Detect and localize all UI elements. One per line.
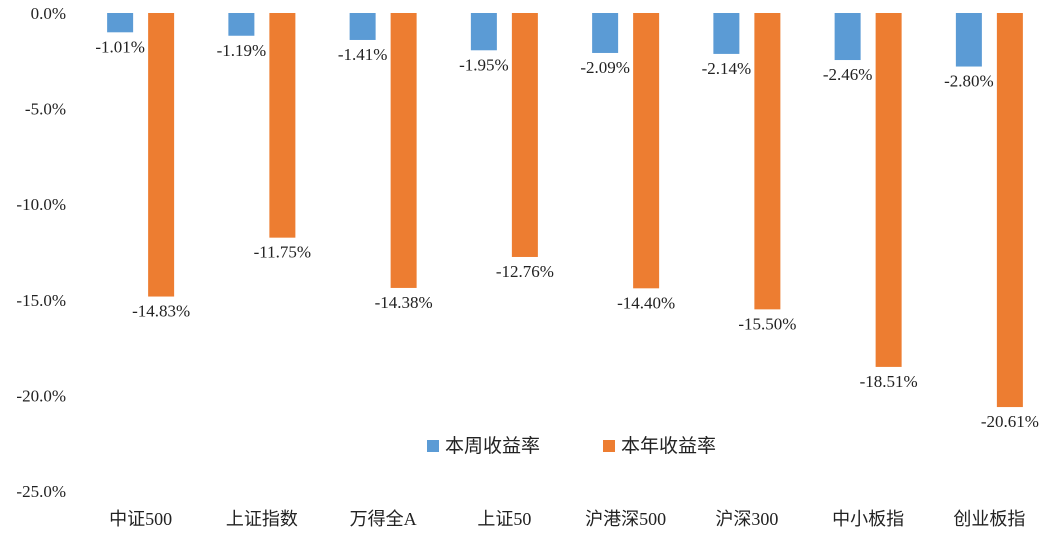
data-label: -2.80%	[944, 72, 994, 91]
data-label: -1.19%	[217, 41, 267, 60]
x-category-label: 万得全A	[350, 509, 417, 529]
bar-ytd-return	[148, 13, 175, 297]
x-category-label: 中小板指	[832, 509, 904, 529]
data-label: -1.95%	[459, 55, 509, 74]
bar-ytd-return	[996, 13, 1023, 408]
data-label: -12.76%	[496, 262, 554, 281]
y-tick-label: -20.0%	[16, 386, 66, 405]
y-tick-label: -5.0%	[25, 100, 66, 119]
bar-weekly-return	[470, 13, 497, 51]
legend-label: 本年收益率	[621, 435, 716, 457]
data-label: -2.14%	[702, 59, 752, 78]
x-category-label: 上证50	[477, 509, 531, 529]
data-label: -1.41%	[338, 45, 388, 64]
bar-weekly-return	[713, 13, 740, 54]
bar-weekly-return	[592, 13, 619, 53]
y-tick-label: -10.0%	[16, 195, 66, 214]
bars-layer	[107, 13, 1023, 408]
x-category-label: 沪深300	[715, 509, 778, 529]
data-label: -15.50%	[738, 314, 796, 333]
data-label: -14.83%	[132, 302, 190, 321]
legend-label: 本周收益率	[445, 435, 540, 457]
bar-ytd-return	[875, 13, 902, 367]
data-label: -2.09%	[580, 58, 630, 77]
x-axis: 中证500 上证指数 万得全A 上证50 沪港深500 沪深300 中小板指 创业板指	[109, 509, 1025, 529]
bar-weekly-return	[107, 13, 134, 33]
bar-weekly-return	[834, 13, 861, 61]
data-label: -2.46%	[823, 65, 873, 84]
bar-weekly-return	[349, 13, 376, 40]
data-label: -14.38%	[375, 293, 433, 312]
legend: 本周收益率 本年收益率	[427, 435, 716, 457]
y-tick-label: -25.0%	[16, 482, 66, 501]
bar-ytd-return	[511, 13, 538, 257]
bar-weekly-return	[228, 13, 255, 36]
y-tick-label: 0.0%	[31, 4, 66, 23]
data-label: -20.61%	[981, 412, 1039, 431]
legend-swatch	[603, 440, 615, 452]
bar-ytd-return	[633, 13, 660, 289]
data-label: -1.01%	[95, 37, 145, 56]
data-label: -18.51%	[860, 372, 918, 391]
x-category-label: 沪港深500	[585, 509, 666, 529]
data-label: -14.40%	[617, 293, 675, 312]
x-category-label: 上证指数	[226, 509, 298, 529]
bar-weekly-return	[955, 13, 982, 67]
legend-swatch	[427, 440, 439, 452]
bar-ytd-return	[754, 13, 781, 310]
data-label: -11.75%	[254, 243, 311, 262]
y-tick-label: -15.0%	[16, 291, 66, 310]
x-category-label: 中证500	[109, 509, 172, 529]
x-category-label: 创业板指	[953, 509, 1025, 529]
bar-ytd-return	[269, 13, 296, 238]
bar-ytd-return	[390, 13, 417, 288]
data-labels-layer: -1.01% -14.83% -1.19% -11.75% -1.41% -14.38% -…	[95, 37, 1039, 431]
y-axis: 0.0% -5.0% -10.0% -15.0% -20.0% -25.0%	[16, 4, 66, 501]
